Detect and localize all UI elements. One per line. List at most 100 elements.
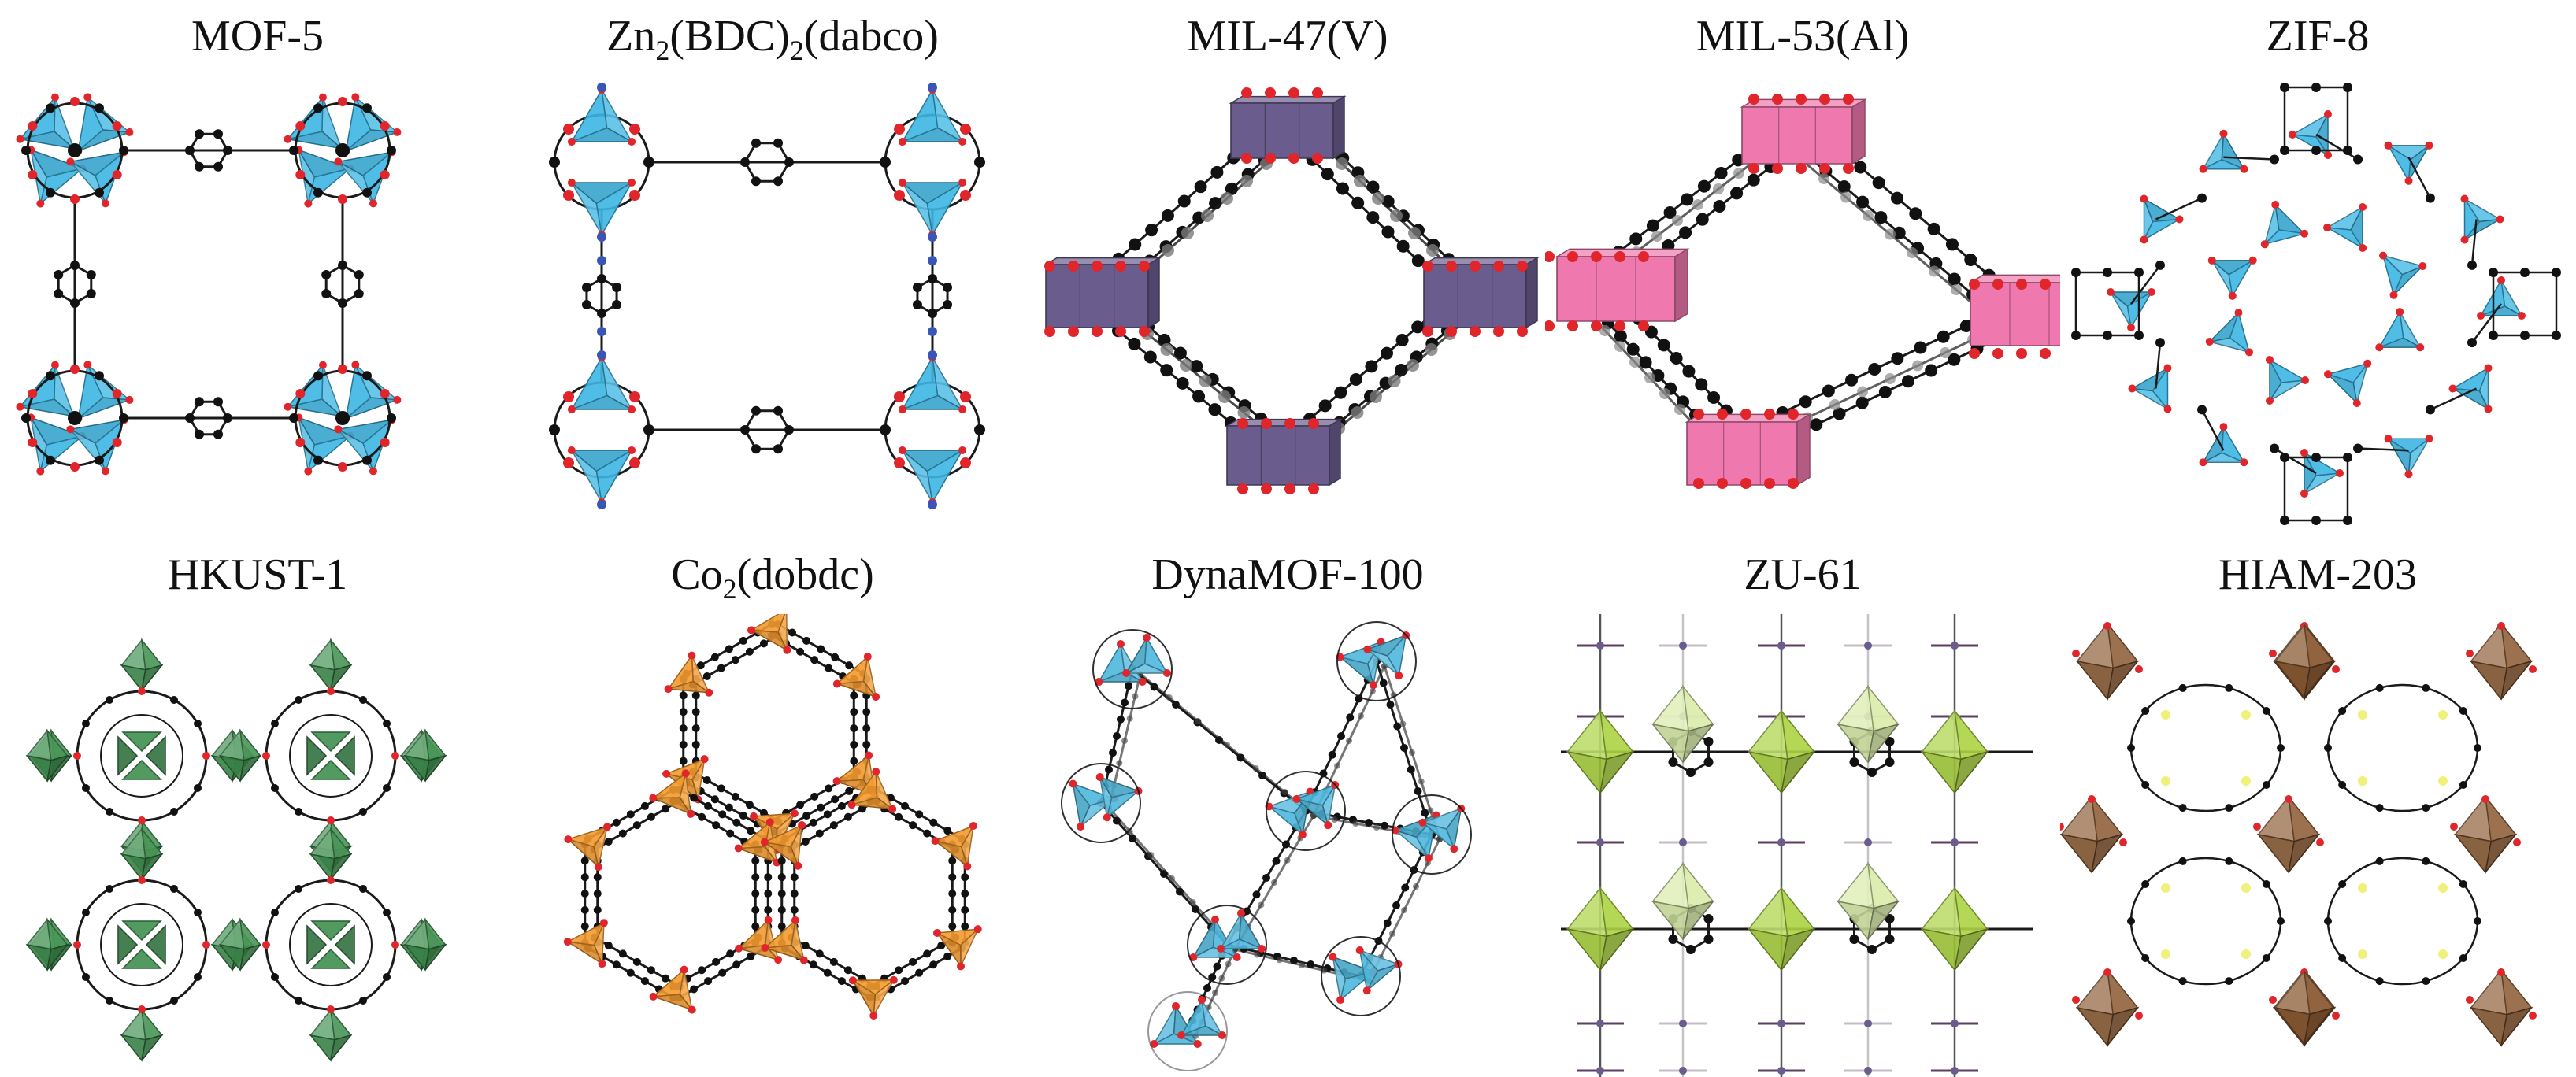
- oxygen-atom: [51, 94, 59, 102]
- atom: [387, 413, 396, 423]
- fluorine-atom: [1951, 1067, 1959, 1075]
- carbon-atom: [711, 653, 719, 661]
- polyhedron-face: [425, 920, 446, 949]
- carbon-atom: [641, 977, 649, 985]
- carbon-atom: [2071, 268, 2081, 277]
- oxygen-atom: [599, 960, 606, 968]
- carbon-atom: [1390, 209, 1403, 222]
- oxygen-atom: [957, 962, 965, 970]
- oxygen-atom: [83, 93, 91, 101]
- polyhedron-face: [1781, 711, 1814, 759]
- carbon-atom: [2474, 917, 2481, 925]
- oxygen-atom: [2103, 968, 2111, 976]
- oxygen-atom: [1363, 646, 1371, 653]
- atom: [359, 696, 367, 704]
- central-atom: [68, 143, 82, 157]
- atom: [629, 457, 640, 468]
- carbon-atom: [2280, 83, 2289, 92]
- oxygen-atom: [1241, 87, 1252, 98]
- oxygen-atom: [2485, 365, 2493, 372]
- atom: [113, 170, 122, 180]
- oxygen-atom: [1122, 669, 1130, 677]
- oxygen-atom: [848, 801, 856, 809]
- fluorine-atom: [2358, 883, 2367, 893]
- atom: [643, 424, 654, 435]
- carbon-atom: [943, 953, 951, 960]
- oxygen-atom: [369, 467, 377, 475]
- carbon-atom: [810, 960, 817, 968]
- carbon-atom: [1334, 387, 1347, 399]
- oxygen-atom: [1395, 672, 1403, 679]
- fluorine-atom: [1679, 1020, 1687, 1027]
- atom: [28, 389, 37, 398]
- carbon-atom: [1707, 391, 1720, 404]
- oxygen-atom: [932, 837, 940, 845]
- oxygen-atom: [1292, 795, 1300, 803]
- atom: [960, 190, 971, 201]
- carbon-atom: [581, 890, 589, 897]
- polyhedron-face: [1838, 901, 1874, 939]
- oxygen-atom: [2103, 622, 2111, 630]
- carbon-atom: [796, 801, 804, 809]
- carbon-atom: [1686, 768, 1696, 777]
- carbon-atom: [1384, 920, 1392, 927]
- oxygen-atom: [2323, 224, 2331, 231]
- oxygen-atom: [2249, 257, 2257, 265]
- carbon-atom: [2324, 744, 2332, 752]
- oxygen-atom: [783, 646, 791, 654]
- atom: [960, 391, 971, 402]
- carbon-atom: [1696, 213, 1709, 226]
- polyhedron-face: [1046, 265, 1148, 328]
- polyhedron-face: [2304, 972, 2333, 1014]
- carbon-atom: [2311, 146, 2321, 155]
- oxygen-atom: [800, 957, 808, 964]
- oxygen-atom: [1591, 251, 1602, 262]
- carbon-atom: [1144, 351, 1157, 364]
- oxygen-atom: [761, 944, 769, 952]
- atom: [313, 371, 323, 380]
- carbon-atom: [2459, 880, 2467, 888]
- carbon-atom: [1195, 180, 1207, 193]
- carbon-atom: [627, 969, 635, 977]
- carbon-atom: [1160, 364, 1173, 376]
- carbon-atom: [2376, 684, 2384, 692]
- polyhedron-face: [1557, 257, 1675, 321]
- oxygen-atom: [1843, 94, 1854, 105]
- polyhedron-face: [1683, 687, 1713, 731]
- carbon-atom: [2225, 857, 2233, 865]
- carbon-atom: [1277, 957, 1283, 963]
- carbon-atom: [915, 969, 923, 977]
- oxygen-atom: [1217, 945, 1225, 953]
- carbon-atom: [751, 873, 759, 881]
- carbon-atom: [2489, 268, 2498, 277]
- carbon-atom: [1195, 718, 1201, 724]
- atom: [563, 190, 574, 201]
- carbon-atom: [633, 821, 641, 829]
- carbon-atom: [2263, 781, 2270, 789]
- carbon-atom: [778, 873, 786, 881]
- carbon-atom: [915, 810, 923, 818]
- carbon-atom: [690, 986, 698, 994]
- polyhedron-face: [1922, 929, 1960, 970]
- oxygen-atom: [833, 777, 841, 785]
- fluorine-atom: [1679, 1067, 1687, 1075]
- oxygen-atom: [2200, 165, 2207, 173]
- polyhedron-face: [1781, 888, 1814, 936]
- oxygen-atom: [958, 179, 966, 187]
- carbon-atom: [1214, 963, 1221, 971]
- oxygen-atom: [1567, 320, 1578, 331]
- oxygen-atom: [2175, 215, 2183, 223]
- carbon-atom: [704, 802, 712, 810]
- polyhedron-face: [331, 640, 351, 670]
- carbon-atom: [1254, 952, 1260, 958]
- polyhedron-face: [2501, 970, 2531, 1015]
- fluorine-atom: [2241, 710, 2251, 720]
- carbon-atom: [1857, 387, 1868, 398]
- carbon-atom: [1799, 395, 1812, 408]
- oxygen-atom: [603, 823, 611, 831]
- carbon-atom: [1902, 375, 1914, 387]
- carbon-atom: [1425, 343, 1438, 356]
- oxygen-atom: [2316, 838, 2324, 846]
- crystal-structure-diagram: [1030, 76, 1545, 538]
- carbon-atom: [70, 298, 80, 308]
